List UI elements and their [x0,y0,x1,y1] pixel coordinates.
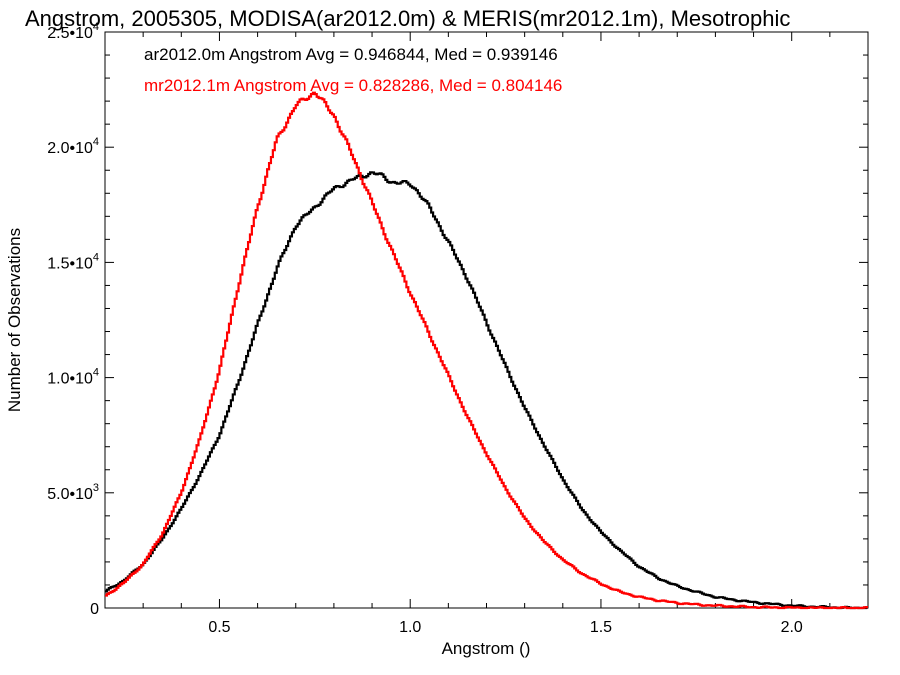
series-line-mr2012-1m [105,91,868,610]
x-axis-label: Angstrom () [442,639,531,658]
y-tick-label: 5.0•103 [47,482,99,503]
series-annotation-ar2012: ar2012.0m Angstrom Avg = 0.946844, Med =… [144,45,558,64]
x-axis: 0.5 1.0 1.5 2.0 [104,32,869,636]
y-tick-label: 1.5•104 [47,251,99,272]
chart-title: Angstrom, 2005305, MODISA(ar2012.0m) & M… [25,6,790,31]
x-tick-label: 0.5 [208,619,230,636]
x-tick-label: 1.0 [399,619,421,636]
y-axis: 0 5.0•103 1.0•104 1.5•104 2.0•104 2.5•104 [47,21,868,618]
x-tick-label: 1.5 [590,619,612,636]
series-line-ar2012-0m [105,171,868,610]
y-axis-label: Number of Observations [5,228,24,412]
y-tick-label: 0 [90,601,99,618]
y-tick-label: 2.5•104 [47,21,99,42]
y-tick-label: 2.0•104 [47,136,99,157]
x-tick-label: 2.0 [781,619,803,636]
series-annotation-mr2012: mr2012.1m Angstrom Avg = 0.828286, Med =… [144,76,562,95]
series-layer [105,91,868,610]
y-tick-label: 1.0•104 [47,367,99,388]
